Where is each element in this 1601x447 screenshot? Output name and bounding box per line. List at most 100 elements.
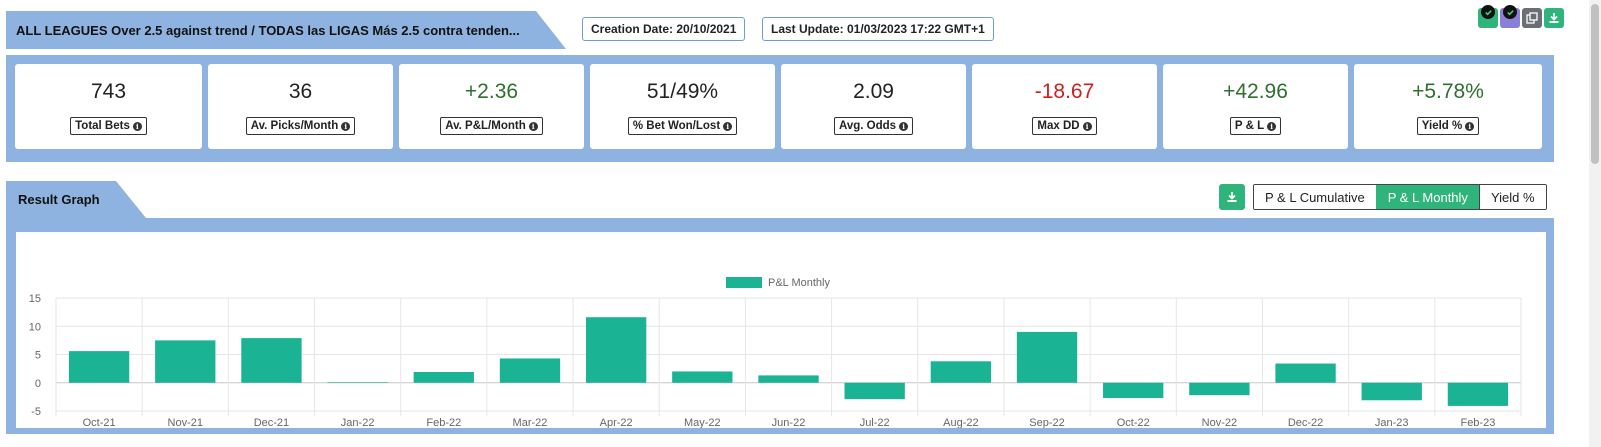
stat-value: +2.36 xyxy=(464,80,519,103)
stat-card: +5.78% Yield % i xyxy=(1354,64,1542,149)
creation-date: Creation Date: 20/10/2021 xyxy=(582,17,746,41)
chart-area: P&L Monthly 15 10 5 0 -5 Oct-21 Nov-21 Dec-21 Jan… xyxy=(16,232,1546,428)
x-tick-label: May-22 xyxy=(684,417,721,428)
info-icon[interactable]: i xyxy=(1082,121,1092,131)
x-tick-label: Apr-22 xyxy=(600,417,633,428)
y-tick-label: 15 xyxy=(29,293,41,305)
y-tick-label: 0 xyxy=(35,378,41,390)
tab-yield[interactable]: Yield % xyxy=(1478,185,1546,209)
bar xyxy=(844,382,905,400)
x-tick-label: Mar-22 xyxy=(513,417,548,428)
bar xyxy=(758,375,819,383)
x-tick-label: Jun-22 xyxy=(772,417,806,428)
x-tick-label: Dec-22 xyxy=(1288,417,1323,428)
stat-value: 36 xyxy=(288,80,313,103)
y-tick-label: 10 xyxy=(29,321,41,333)
top-actions xyxy=(1478,5,1564,28)
info-icon[interactable]: i xyxy=(528,121,538,131)
stat-label: Max DD i xyxy=(1032,117,1097,135)
x-tick-label: Feb-22 xyxy=(426,417,461,428)
stat-card: 743 Total Bets i xyxy=(15,64,202,149)
stat-label-text: Yield % xyxy=(1421,120,1463,132)
bar xyxy=(585,317,647,383)
stat-card: +2.36 Av. P&L/Month i xyxy=(399,64,584,149)
copy-icon[interactable] xyxy=(1522,8,1542,28)
check-badge-icon[interactable] xyxy=(1478,5,1498,28)
info-icon[interactable]: i xyxy=(899,121,909,131)
bar xyxy=(413,372,474,383)
check-badge-icon[interactable] xyxy=(1500,5,1520,28)
stat-value: -18.67 xyxy=(1034,80,1095,103)
stat-label: % Bet Won/Lost i xyxy=(627,117,738,135)
bar xyxy=(1447,382,1509,406)
stat-card: 51/49% % Bet Won/Lost i xyxy=(590,64,775,149)
bar xyxy=(1103,382,1164,399)
bar xyxy=(672,371,733,383)
strategy-title: ALL LEAGUES Over 2.5 against trend / TOD… xyxy=(16,22,520,38)
x-tick-label: Nov-22 xyxy=(1202,417,1237,428)
tab-p-l-monthly[interactable]: P & L Monthly xyxy=(1375,185,1479,209)
result-graph-ribbon: Result Graph xyxy=(6,181,146,218)
stat-card: 36 Av. Picks/Month i xyxy=(208,64,393,149)
x-tick-label: Sep-22 xyxy=(1029,417,1064,428)
info-icon[interactable]: i xyxy=(341,121,351,131)
x-tick-label: Oct-22 xyxy=(1117,417,1150,428)
stat-value: +5.78% xyxy=(1412,80,1484,103)
y-tick-label: 5 xyxy=(35,350,41,362)
x-tick-label: Oct-21 xyxy=(83,417,116,428)
stat-value: 743 xyxy=(90,80,127,103)
pl-monthly-chart: P&L Monthly 15 10 5 0 -5 Oct-21 Nov-21 Dec-21 Jan… xyxy=(29,277,1522,428)
stat-label-text: Avg. Odds xyxy=(838,120,897,132)
graph-mode-tabs: P & L Cumulative P & L Monthly Yield % xyxy=(1253,184,1547,210)
bar xyxy=(68,351,130,383)
result-graph-title: Result Graph xyxy=(18,192,100,207)
stat-label: Av. P&L/Month i xyxy=(440,117,543,135)
stats-panel: 743 Total Bets i 36 Av. Picks/Month i +2.36 Av.… xyxy=(6,55,1554,162)
x-tick-label: Jan-22 xyxy=(341,417,375,428)
bar xyxy=(155,340,216,383)
legend-label: P&L Monthly xyxy=(768,277,830,289)
download-icon xyxy=(1227,192,1237,202)
x-tick-label: Feb-23 xyxy=(1460,417,1495,428)
info-icon[interactable]: i xyxy=(723,121,733,131)
x-tick-label: Aug-22 xyxy=(943,417,978,428)
bar xyxy=(1016,331,1078,383)
tab-p-l-cumulative[interactable]: P & L Cumulative xyxy=(1254,185,1376,209)
stat-label-text: Total Bets xyxy=(75,120,130,132)
bar xyxy=(1361,382,1422,401)
bar xyxy=(930,361,992,383)
scrollbar-thumb[interactable] xyxy=(1591,4,1599,164)
stat-label-text: Av. P&L/Month xyxy=(445,120,526,132)
info-icon[interactable]: i xyxy=(132,121,142,131)
stat-value: +42.96 xyxy=(1223,80,1288,103)
stat-label: Yield % i xyxy=(1416,117,1480,135)
x-tick-label: Jul-22 xyxy=(860,417,890,428)
stat-label-text: Max DD xyxy=(1037,120,1080,132)
legend-swatch xyxy=(726,277,762,288)
info-icon[interactable]: i xyxy=(1267,121,1277,131)
x-tick-label: Dec-21 xyxy=(254,417,289,428)
stat-label: Av. Picks/Month i xyxy=(245,117,356,135)
page-scrollbar[interactable] xyxy=(1589,0,1601,447)
download-graph-button[interactable] xyxy=(1219,184,1245,210)
stat-label-text: % Bet Won/Lost xyxy=(632,120,721,132)
bar xyxy=(241,338,302,383)
strategy-title-ribbon: ALL LEAGUES Over 2.5 against trend / TOD… xyxy=(6,11,566,49)
stat-value: 51/49% xyxy=(646,80,719,103)
stat-card: -18.67 Max DD i xyxy=(972,64,1157,149)
stat-card: 2.09 Avg. Odds i xyxy=(781,64,966,149)
x-tick-label: Nov-21 xyxy=(168,417,203,428)
bar xyxy=(499,358,561,383)
last-update: Last Update: 01/03/2023 17:22 GMT+1 xyxy=(762,17,994,41)
download-icon[interactable] xyxy=(1544,8,1564,28)
stat-label: Total Bets i xyxy=(70,117,147,135)
graph-panel: P&L Monthly 15 10 5 0 -5 Oct-21 Nov-21 Dec-21 Jan… xyxy=(6,218,1554,434)
info-icon[interactable]: i xyxy=(1465,121,1475,131)
bar xyxy=(327,382,388,383)
stat-label-text: P & L xyxy=(1234,120,1265,132)
bar xyxy=(1189,382,1250,396)
bar xyxy=(1275,363,1336,383)
